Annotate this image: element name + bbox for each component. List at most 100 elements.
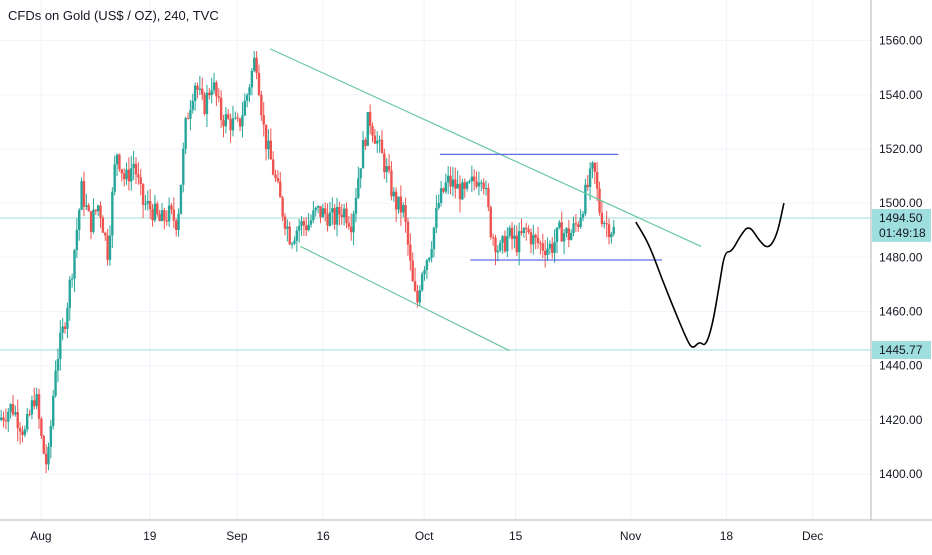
candle-body: [610, 233, 613, 238]
x-tick-label: 15: [509, 529, 523, 543]
candle-body: [517, 231, 521, 253]
candle-body: [269, 140, 273, 160]
candle-body: [309, 220, 313, 225]
candle-body: [215, 82, 218, 97]
candle-body: [577, 224, 580, 227]
candle-body: [132, 163, 135, 169]
candle-body: [153, 203, 157, 221]
candle-body: [156, 203, 159, 215]
candle-body: [106, 235, 109, 260]
candle-body: [565, 228, 568, 234]
x-tick-label: Nov: [620, 529, 641, 543]
candle-body: [87, 205, 90, 212]
candle-body: [99, 205, 102, 218]
candle-body: [437, 202, 440, 208]
candle-body: [449, 175, 452, 187]
candle-body: [584, 184, 587, 214]
candle-body: [118, 154, 121, 170]
candle-body: [274, 174, 277, 179]
candle-body: [115, 154, 119, 165]
candle-body: [113, 164, 116, 192]
candle-body: [338, 207, 341, 215]
candle-body: [390, 170, 393, 197]
drawings: [269, 48, 702, 352]
candle-body: [14, 412, 17, 415]
candle-body: [591, 162, 594, 169]
channel-upper-line[interactable]: [269, 48, 702, 248]
x-tick-label: Aug: [30, 529, 51, 543]
candle-body: [541, 243, 544, 251]
candle-body: [473, 176, 476, 182]
candle-body: [243, 100, 246, 116]
candle-body: [413, 281, 417, 291]
candle-body: [250, 70, 254, 88]
candle-body: [480, 182, 483, 184]
candle-body: [409, 244, 412, 261]
candle-body: [54, 370, 57, 396]
candle-body: [371, 125, 374, 136]
channel-lower-line[interactable]: [300, 245, 510, 352]
candle-body: [432, 227, 436, 250]
candle-body: [33, 400, 36, 407]
candle-body: [28, 414, 31, 416]
candle-body: [44, 453, 48, 465]
projection-path[interactable]: [635, 202, 785, 348]
candle-body: [380, 139, 384, 154]
candle-body: [340, 214, 343, 218]
candle-body: [376, 140, 379, 144]
candle-body: [546, 248, 549, 256]
candle-body: [89, 211, 93, 232]
candle-body: [9, 404, 12, 412]
candle-body: [193, 85, 197, 101]
candle-body: [489, 207, 492, 238]
candle-body: [378, 139, 381, 141]
candle-body: [139, 177, 142, 185]
candle-body: [4, 420, 8, 422]
candle-body: [605, 223, 608, 225]
candle-body: [359, 168, 362, 179]
candle-body: [543, 250, 547, 256]
candle-body: [210, 90, 213, 96]
candle-body: [475, 181, 478, 187]
candle-body: [532, 235, 535, 245]
candle-body: [394, 191, 398, 210]
candle-body: [598, 188, 601, 213]
candle-body: [271, 159, 275, 175]
candle-body: [18, 428, 22, 432]
candle-body: [56, 358, 60, 371]
candle-body: [108, 235, 112, 260]
candle-body: [125, 169, 128, 180]
candle-body: [167, 205, 171, 222]
candle-body: [262, 115, 265, 125]
candle-body: [468, 181, 471, 183]
candle-body: [130, 168, 133, 182]
candle-body: [146, 200, 150, 204]
candle-body: [160, 210, 164, 222]
candle-body: [78, 209, 81, 230]
candle-body: [80, 181, 83, 210]
candle-body: [503, 236, 507, 252]
candle-body: [234, 117, 237, 119]
candle-body: [279, 181, 282, 198]
candle-body: [482, 182, 485, 189]
candle-body: [510, 227, 514, 239]
candle-body: [569, 233, 573, 240]
candle-body: [101, 217, 105, 233]
candle-body: [321, 208, 325, 218]
candle-body: [127, 169, 131, 182]
candle-body: [179, 184, 183, 214]
candle-body: [536, 237, 540, 244]
candle-body: [96, 205, 100, 212]
candle-body: [224, 114, 228, 127]
y-tick-label: 1500.00: [879, 196, 923, 210]
y-tick-label: 1560.00: [879, 34, 923, 48]
candle-body: [281, 197, 284, 217]
candle-body: [316, 206, 320, 208]
candle-body: [402, 205, 405, 213]
candle-body: [144, 203, 147, 205]
price-tag-label: 01:49:18: [879, 226, 926, 240]
candle-body: [506, 235, 509, 252]
candle-body: [612, 226, 615, 234]
